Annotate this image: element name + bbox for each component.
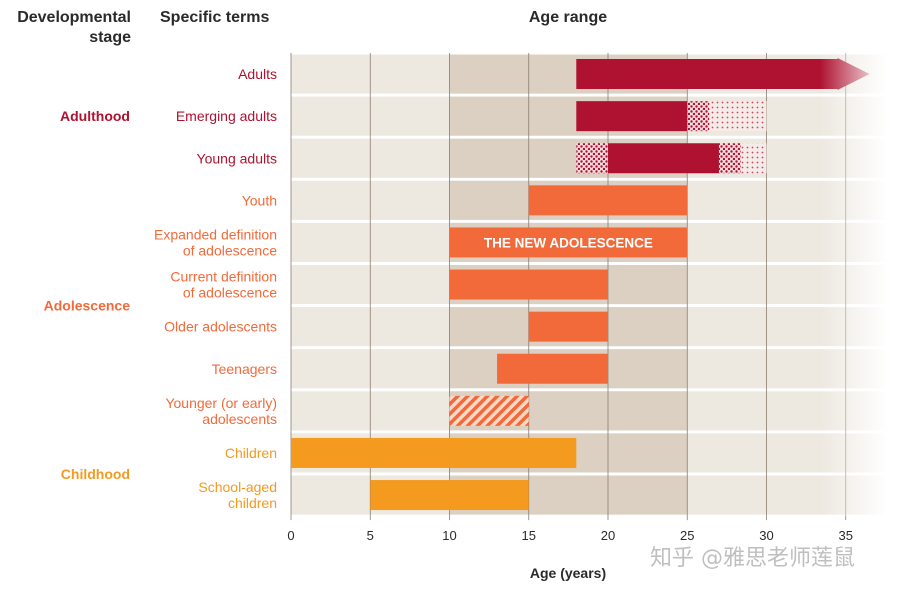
- header-age-range-text: Age range: [528, 9, 608, 26]
- bar-fade-tail-dense: [687, 101, 710, 132]
- bar: [576, 101, 688, 132]
- bar: [291, 437, 577, 468]
- term-label: School-aged children: [198, 479, 277, 511]
- term-label-line: Expanded definition: [154, 226, 277, 242]
- term-label: Adults: [238, 66, 277, 82]
- x-tick-label: 25: [680, 528, 694, 543]
- bar: [449, 269, 608, 300]
- term-label-line: Youth: [242, 192, 277, 208]
- term-label: Children: [225, 445, 277, 461]
- term-label: Teenagers: [212, 361, 277, 377]
- bar-fade-tail-dense: [718, 143, 741, 174]
- x-tick-label: 35: [839, 528, 853, 543]
- term-label: Youth: [242, 192, 277, 208]
- term-label-line: Young adults: [197, 150, 277, 166]
- stage-label: Childhood: [61, 466, 130, 482]
- bar-label: THE NEW ADOLESCENCE: [484, 235, 653, 250]
- term-label-line: Current definition: [170, 269, 277, 285]
- term-label: Younger (or early) adolescents: [165, 395, 277, 427]
- header-age-range: Age range: [468, 8, 668, 28]
- bar: [528, 185, 688, 216]
- header-developmental-stage: Developmental stage: [8, 8, 131, 48]
- x-tick-label: 15: [522, 528, 536, 543]
- bar-hatched: [449, 395, 529, 426]
- term-label-line: of adolescence: [183, 285, 277, 301]
- term-label-line: Adults: [238, 66, 277, 82]
- term-label-line: Younger (or early): [165, 395, 277, 411]
- bar: [370, 480, 529, 511]
- term-label: Emerging adults: [176, 108, 277, 124]
- x-axis-label: Age (years): [530, 565, 606, 581]
- bar: [608, 143, 719, 174]
- bar-arrow: [576, 58, 870, 91]
- watermark: 知乎 @雅思老师莲鼠: [650, 540, 855, 572]
- x-tick-label: 10: [442, 528, 456, 543]
- stage-label: Adulthood: [60, 108, 130, 124]
- term-label: Young adults: [197, 150, 277, 166]
- stage-label: Adolescence: [44, 298, 131, 314]
- header-specific-terms-text: Specific terms: [160, 9, 270, 26]
- x-tick-label: 5: [367, 528, 374, 543]
- bar: [449, 227, 688, 258]
- term-label-line: School-aged: [198, 479, 277, 495]
- term-label-line: children: [228, 495, 277, 511]
- term-label-line: Emerging adults: [176, 108, 277, 124]
- term-label-line: Teenagers: [212, 361, 277, 377]
- bar: [528, 311, 608, 342]
- watermark-text: 知乎 @雅思老师莲鼠: [650, 546, 855, 571]
- header-developmental-stage-text: Developmental stage: [17, 9, 131, 46]
- header-specific-terms: Specific terms: [160, 8, 269, 28]
- term-label: Expanded definition of adolescence: [154, 226, 277, 258]
- x-tick-label: 0: [287, 528, 294, 543]
- x-tick-label: 30: [759, 528, 773, 543]
- term-label-line: adolescents: [202, 411, 277, 427]
- term-label-line: of adolescence: [183, 242, 277, 258]
- plot-right-fade: [820, 53, 888, 517]
- x-tick-label: 20: [601, 528, 615, 543]
- term-label-line: Older adolescents: [164, 319, 277, 335]
- term-label: Current definition of adolescence: [170, 269, 277, 301]
- term-label-line: Children: [225, 445, 277, 461]
- bar-fade-head: [576, 143, 608, 174]
- bar: [497, 353, 608, 384]
- term-label: Older adolescents: [164, 319, 277, 335]
